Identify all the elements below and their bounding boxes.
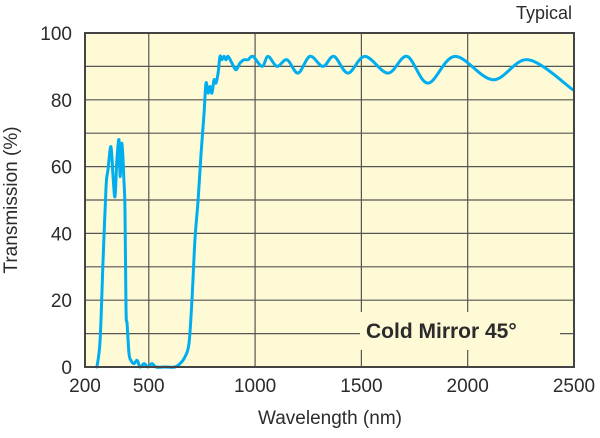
y-tick-label: 20	[51, 291, 72, 312]
annotation-label: Cold Mirror 45°	[366, 320, 517, 343]
plot-frame	[84, 32, 575, 368]
x-axis-label: Wavelength (nm)	[258, 408, 402, 429]
y-tick-label: 0	[61, 358, 72, 379]
y-tick-labels: 0 20 40 60 80 100	[40, 24, 72, 379]
y-tick-label: 60	[51, 158, 72, 179]
x-tick-label: 500	[133, 376, 165, 397]
y-tick-label: 100	[40, 24, 72, 45]
x-tick-label: 1000	[234, 376, 276, 397]
x-tick-label: 200	[69, 376, 101, 397]
y-tick-label: 40	[51, 224, 72, 245]
x-tick-label: 2000	[447, 376, 489, 397]
corner-note: Typical	[516, 3, 572, 23]
annotation-box: Cold Mirror 45°	[360, 312, 560, 350]
y-axis-label: Transmission (%)	[1, 126, 22, 273]
x-tick-labels: 200 500 1000 1500 2000 2500	[69, 376, 595, 397]
grid	[85, 33, 574, 367]
y-tick-label: 80	[51, 91, 72, 112]
series-line-transmission	[95, 54, 575, 369]
x-tick-label: 1500	[340, 376, 382, 397]
x-tick-label: 2500	[553, 376, 595, 397]
